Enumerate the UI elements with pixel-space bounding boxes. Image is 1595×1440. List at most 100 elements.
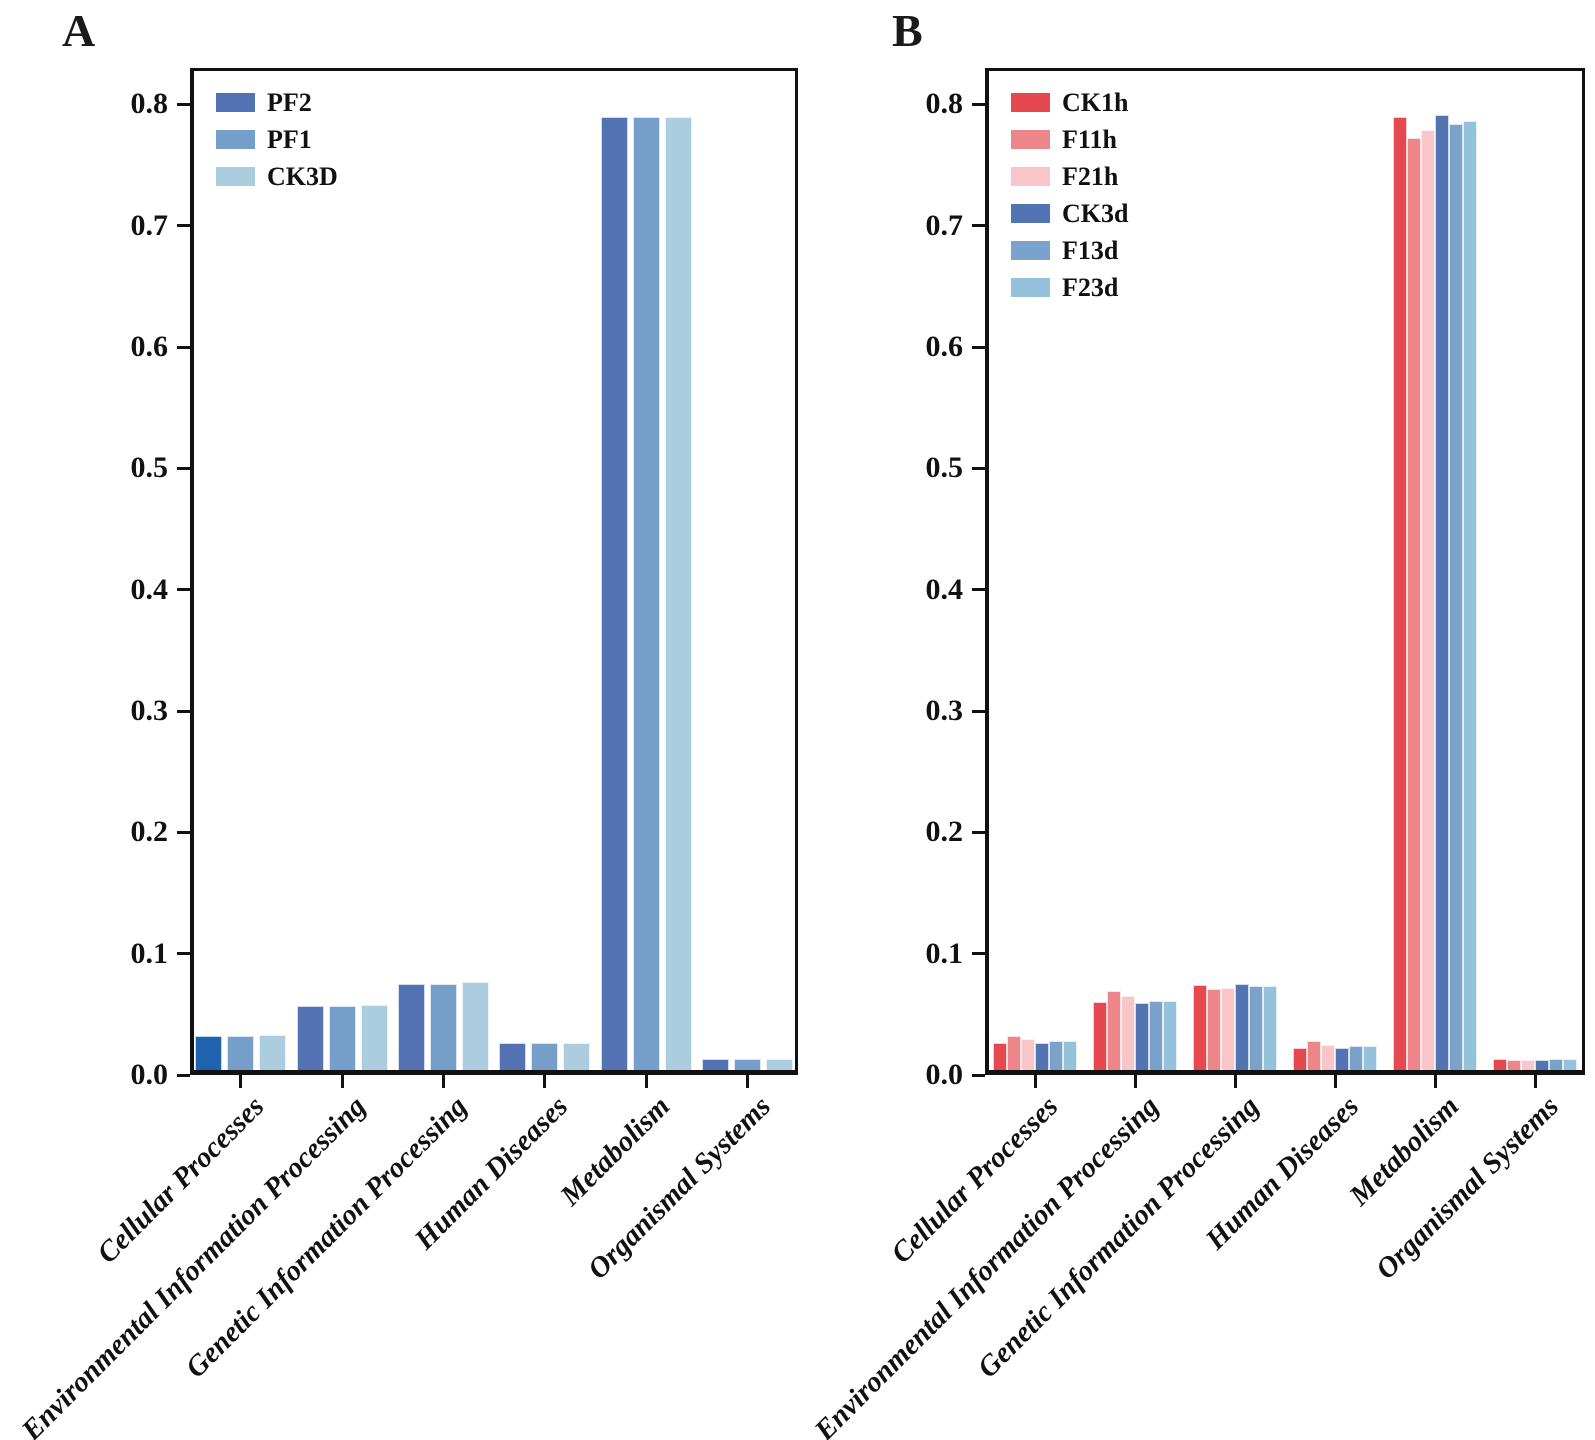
panel-b-bar-CK3d-category-1 <box>1135 1003 1149 1075</box>
panel-a-x-category-label-5: Organismal Systems <box>582 1090 778 1286</box>
panel-b-bar-CK1h-category-4 <box>1393 116 1407 1075</box>
panel-a-y-tick-mark <box>177 830 190 834</box>
panel-b-y-tick-label: 0.6 <box>925 330 964 364</box>
panel-a-bar-PF2-category-3 <box>499 1043 527 1075</box>
panel-a-bar-PF2-category-4 <box>600 116 628 1075</box>
panel-b-y-tick-label: 0.0 <box>925 1058 964 1091</box>
panel-a-legend-swatch-PF1 <box>216 130 255 149</box>
panel-b-x-category-label-0: Cellular Processes <box>885 1090 1065 1270</box>
panel-b-legend-swatch-CK3d <box>1011 204 1050 223</box>
panel-b-y-tick-mark <box>972 588 985 592</box>
panel-b-letter: B <box>892 5 923 56</box>
panel-b-y-tick-mark <box>972 1073 985 1077</box>
panel-b-bar-F11h-category-1 <box>1107 991 1121 1075</box>
panel-b-bar-F23d-category-4 <box>1463 121 1477 1075</box>
panel-b-bar-F21h-category-1 <box>1121 996 1135 1075</box>
panel-a-bar-PF2-category-2 <box>397 984 425 1075</box>
panel-b-x-tick-mark <box>1133 1075 1137 1088</box>
panel-a-y-tick-label: 0.0 <box>130 1058 169 1091</box>
panel-b-x-tick-mark <box>1433 1075 1437 1088</box>
panel-b-bar-F21h-category-0 <box>1021 1038 1035 1075</box>
panel-b-y-tick-mark <box>972 466 985 470</box>
panel-a-y-tick-mark <box>177 1073 190 1077</box>
panel-a-bar-PF1-category-2 <box>429 984 457 1075</box>
panel-b-x-category-label-5: Organismal Systems <box>1369 1090 1565 1286</box>
panel-a-legend-swatch-CK3D <box>216 167 255 186</box>
panel-b-legend-row-CK3d: CK3d <box>1011 195 1128 232</box>
panel-b-bar-F13d-category-4 <box>1449 123 1463 1075</box>
panel-a-y-tick-mark <box>177 952 190 956</box>
panel-b-bar-F23d-category-2 <box>1263 986 1277 1075</box>
panel-b-y-tick-label: 0.2 <box>925 815 964 849</box>
panel-a-y-tick-mark <box>177 709 190 713</box>
panel-b-bar-CK3d-category-5 <box>1535 1060 1549 1075</box>
panel-a-x-tick-mark <box>644 1075 648 1088</box>
panel-b-legend-swatch-F13d <box>1011 241 1050 260</box>
panel-a-bar-PF2-category-5 <box>701 1059 729 1075</box>
panel-a-y-tick-mark <box>177 345 190 349</box>
panel-a-y-tick-label: 0.3 <box>130 694 169 728</box>
panel-b-bar-CK1h-category-2 <box>1193 985 1207 1075</box>
panel-a-bar-PF1-category-0 <box>227 1036 255 1075</box>
panel-a-letter: A <box>62 5 96 56</box>
panel-b-bar-F21h-category-2 <box>1221 987 1235 1075</box>
panel-a-y-tick-mark <box>177 588 190 592</box>
panel-b-y-tick-mark <box>972 345 985 349</box>
panel-a-y-tick-label: 0.1 <box>130 936 169 970</box>
panel-b-bar-CK1h-category-3 <box>1293 1048 1307 1075</box>
panel-b-x-tick-mark <box>1533 1075 1537 1088</box>
panel-b-legend-label-CK3d: CK3d <box>1062 198 1129 228</box>
panel-b-legend-label-CK1h: CK1h <box>1062 87 1129 117</box>
panel-b-bar-F21h-category-5 <box>1521 1060 1535 1075</box>
panel-b-bar-CK1h-category-5 <box>1493 1059 1507 1075</box>
panel-b-bar-CK3d-category-0 <box>1035 1043 1049 1075</box>
panel-b-bar-CK3d-category-2 <box>1235 984 1249 1075</box>
panel-b-bar-CK3d-category-3 <box>1335 1048 1349 1075</box>
panel-a-y-tick-label: 0.8 <box>130 87 169 121</box>
panel-b-y-tick-label: 0.4 <box>925 572 964 606</box>
panel-b-y-tick-label: 0.1 <box>925 936 964 970</box>
panel-b-legend-row-F21h: F21h <box>1011 158 1128 195</box>
panel-b-bar-F21h-category-3 <box>1321 1044 1335 1075</box>
panel-a-legend-label-CK3D: CK3D <box>267 161 338 191</box>
panel-b-legend-swatch-F23d <box>1011 278 1050 297</box>
panel-a-bar-PF1-category-4 <box>632 116 660 1075</box>
panel-b-x-tick-mark <box>1333 1075 1337 1088</box>
panel-b-bar-F11h-category-4 <box>1407 138 1421 1075</box>
panel-b-legend-label-F21h: F21h <box>1062 161 1119 191</box>
panel-b-bar-F11h-category-5 <box>1507 1060 1521 1075</box>
panel-b-y-tick-mark <box>972 224 985 228</box>
panel-b-legend-row-F23d: F23d <box>1011 269 1128 306</box>
panel-a-bar-PF1-category-5 <box>733 1059 761 1075</box>
panel-a-y-tick-label: 0.6 <box>130 330 169 364</box>
panel-b-bar-F13d-category-1 <box>1149 1000 1163 1075</box>
panel-a-bar-PF2-category-0 <box>195 1036 223 1075</box>
panel-b-bar-F11h-category-2 <box>1207 988 1221 1075</box>
panel-a-y-tick-label: 0.7 <box>130 208 169 242</box>
panel-a-y-tick-label: 0.4 <box>130 572 169 606</box>
panel-b-bar-CK1h-category-0 <box>993 1043 1007 1075</box>
panel-b-legend-swatch-CK1h <box>1011 93 1050 112</box>
panel-a-plot-frame <box>190 68 798 1075</box>
panel-a-bar-PF1-category-3 <box>531 1043 559 1075</box>
panel-b-legend: CK1h F11h F21h CK3d F13d F23d <box>1011 84 1128 306</box>
panel-a-y-tick-label: 0.2 <box>130 815 169 849</box>
panel-a-bar-CK3D-category-4 <box>664 116 692 1075</box>
panel-a-legend: PF2 PF1 CK3D <box>216 84 338 195</box>
panel-a-y-tick-label: 0.5 <box>130 451 169 485</box>
panel-b-legend-swatch-F21h <box>1011 167 1050 186</box>
panel-a-bar-PF1-category-1 <box>328 1005 356 1075</box>
panel-b-y-tick-label: 0.3 <box>925 694 964 728</box>
panel-a-bar-CK3D-category-3 <box>563 1043 591 1075</box>
panel-a-x-category-label-0: Cellular Processes <box>91 1090 271 1270</box>
panel-b-legend-label-F11h: F11h <box>1062 124 1117 154</box>
panel-a-y-tick-mark <box>177 224 190 228</box>
panel-b-bar-CK1h-category-1 <box>1093 1002 1107 1075</box>
panel-b-bar-F23d-category-5 <box>1563 1059 1577 1075</box>
panel-b-y-tick-label: 0.8 <box>925 87 964 121</box>
panel-a-bar-CK3D-category-1 <box>360 1004 388 1075</box>
panel-a-legend-row-PF2: PF2 <box>216 84 338 121</box>
panel-a-legend-row-CK3D: CK3D <box>216 158 338 195</box>
panel-b-x-tick-mark <box>1233 1075 1237 1088</box>
panel-a-x-tick-mark <box>441 1075 445 1088</box>
